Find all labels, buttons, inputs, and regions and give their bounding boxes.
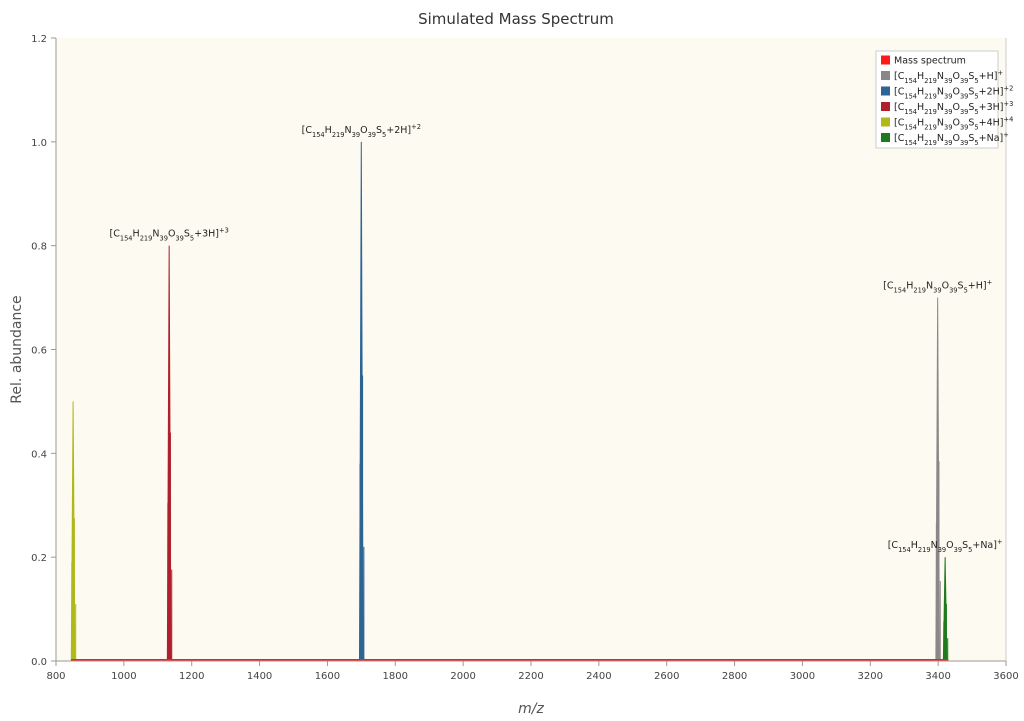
x-tick-label: 2400 xyxy=(586,671,611,682)
y-tick-label: 0.2 xyxy=(31,553,47,564)
axes-layer: 800 1000 1200 1400 1600 1800 2000 2200 2400 2600 2… xyxy=(31,34,1019,682)
peak-labels-layer: [C154H219N39O39S5+3H]+3 [C154H219N39O39S5… xyxy=(109,123,1002,554)
x-tick-label: 1000 xyxy=(111,671,136,682)
legend-item-3[interactable]: [C154H219N39O39S5+3H]+3 xyxy=(881,100,1013,116)
x-tick-label: 2000 xyxy=(450,671,475,682)
x-tick-label: 800 xyxy=(46,671,65,682)
x-tick-label: 1200 xyxy=(179,671,204,682)
legend-item-2[interactable]: [C154H219N39O39S5+2H]+2 xyxy=(881,85,1013,101)
x-tick-label: 3400 xyxy=(925,671,950,682)
x-tick-label: 2800 xyxy=(722,671,747,682)
x-axis-label: m/z xyxy=(518,701,544,717)
x-tick-label: 3600 xyxy=(993,671,1018,682)
legend-swatch xyxy=(881,86,890,96)
legend-label: [C154H219N39O39S5+3H]+3 xyxy=(894,100,1013,116)
y-tick-label: 0.8 xyxy=(31,242,47,253)
legend-label: [C154H219N39O39S5+4H]+4 xyxy=(894,116,1013,132)
y-tick-label: 0.4 xyxy=(31,449,47,460)
peak-annotation-0: [C154H219N39O39S5+H]+ xyxy=(883,279,992,295)
peak-annotation-4: [C154H219N39O39S5+Na]+ xyxy=(888,538,1003,554)
peaks-layer xyxy=(70,141,949,662)
y-tick-label: 0.6 xyxy=(31,346,47,357)
legend-item-0[interactable]: Mass spectrum xyxy=(881,55,966,67)
legend-swatch xyxy=(881,102,890,111)
legend-label: [C154H219N39O39S5+H]+ xyxy=(894,69,1003,85)
legend-label: Mass spectrum xyxy=(894,56,966,67)
chart-title: Simulated Mass Spectrum xyxy=(418,10,614,28)
legend-label: [C154H219N39O39S5+Na]+ xyxy=(894,131,1009,147)
x-tick-label: 1800 xyxy=(383,671,408,682)
y-tick-label: 0.0 xyxy=(31,657,47,668)
legend[interactable]: Mass spectrum[C154H219N39O39S5+H]+[C154H… xyxy=(875,50,1013,149)
legend-swatch xyxy=(881,117,890,127)
x-tick-label: 3200 xyxy=(858,671,883,682)
plot-area xyxy=(56,38,1006,661)
legend-item-5[interactable]: [C154H219N39O39S5+Na]+ xyxy=(881,131,1009,147)
x-tick-label: 2200 xyxy=(518,671,543,682)
peak-annotation-2: [C154H219N39O39S5+3H]+3 xyxy=(109,227,228,243)
legend-item-1[interactable]: [C154H219N39O39S5+H]+ xyxy=(881,69,1003,85)
x-tick-label: 1600 xyxy=(315,671,340,682)
y-axis-label: Rel. abundance xyxy=(9,295,25,403)
legend-swatch xyxy=(881,71,890,80)
legend-item-4[interactable]: [C154H219N39O39S5+4H]+4 xyxy=(881,116,1013,132)
y-tick-label: 1.2 xyxy=(31,34,47,45)
y-tick-label: 1.0 xyxy=(31,138,47,149)
legend-label: [C154H219N39O39S5+2H]+2 xyxy=(894,85,1013,101)
legend-swatch xyxy=(881,55,890,65)
x-tick-label: 2600 xyxy=(654,671,679,682)
legend-swatch xyxy=(881,133,890,142)
legend-box xyxy=(875,50,999,149)
x-tick-label: 3000 xyxy=(790,671,815,682)
x-tick-label: 1400 xyxy=(247,671,272,682)
peak-annotation-1: [C154H219N39O39S5+2H]+2 xyxy=(302,123,421,139)
